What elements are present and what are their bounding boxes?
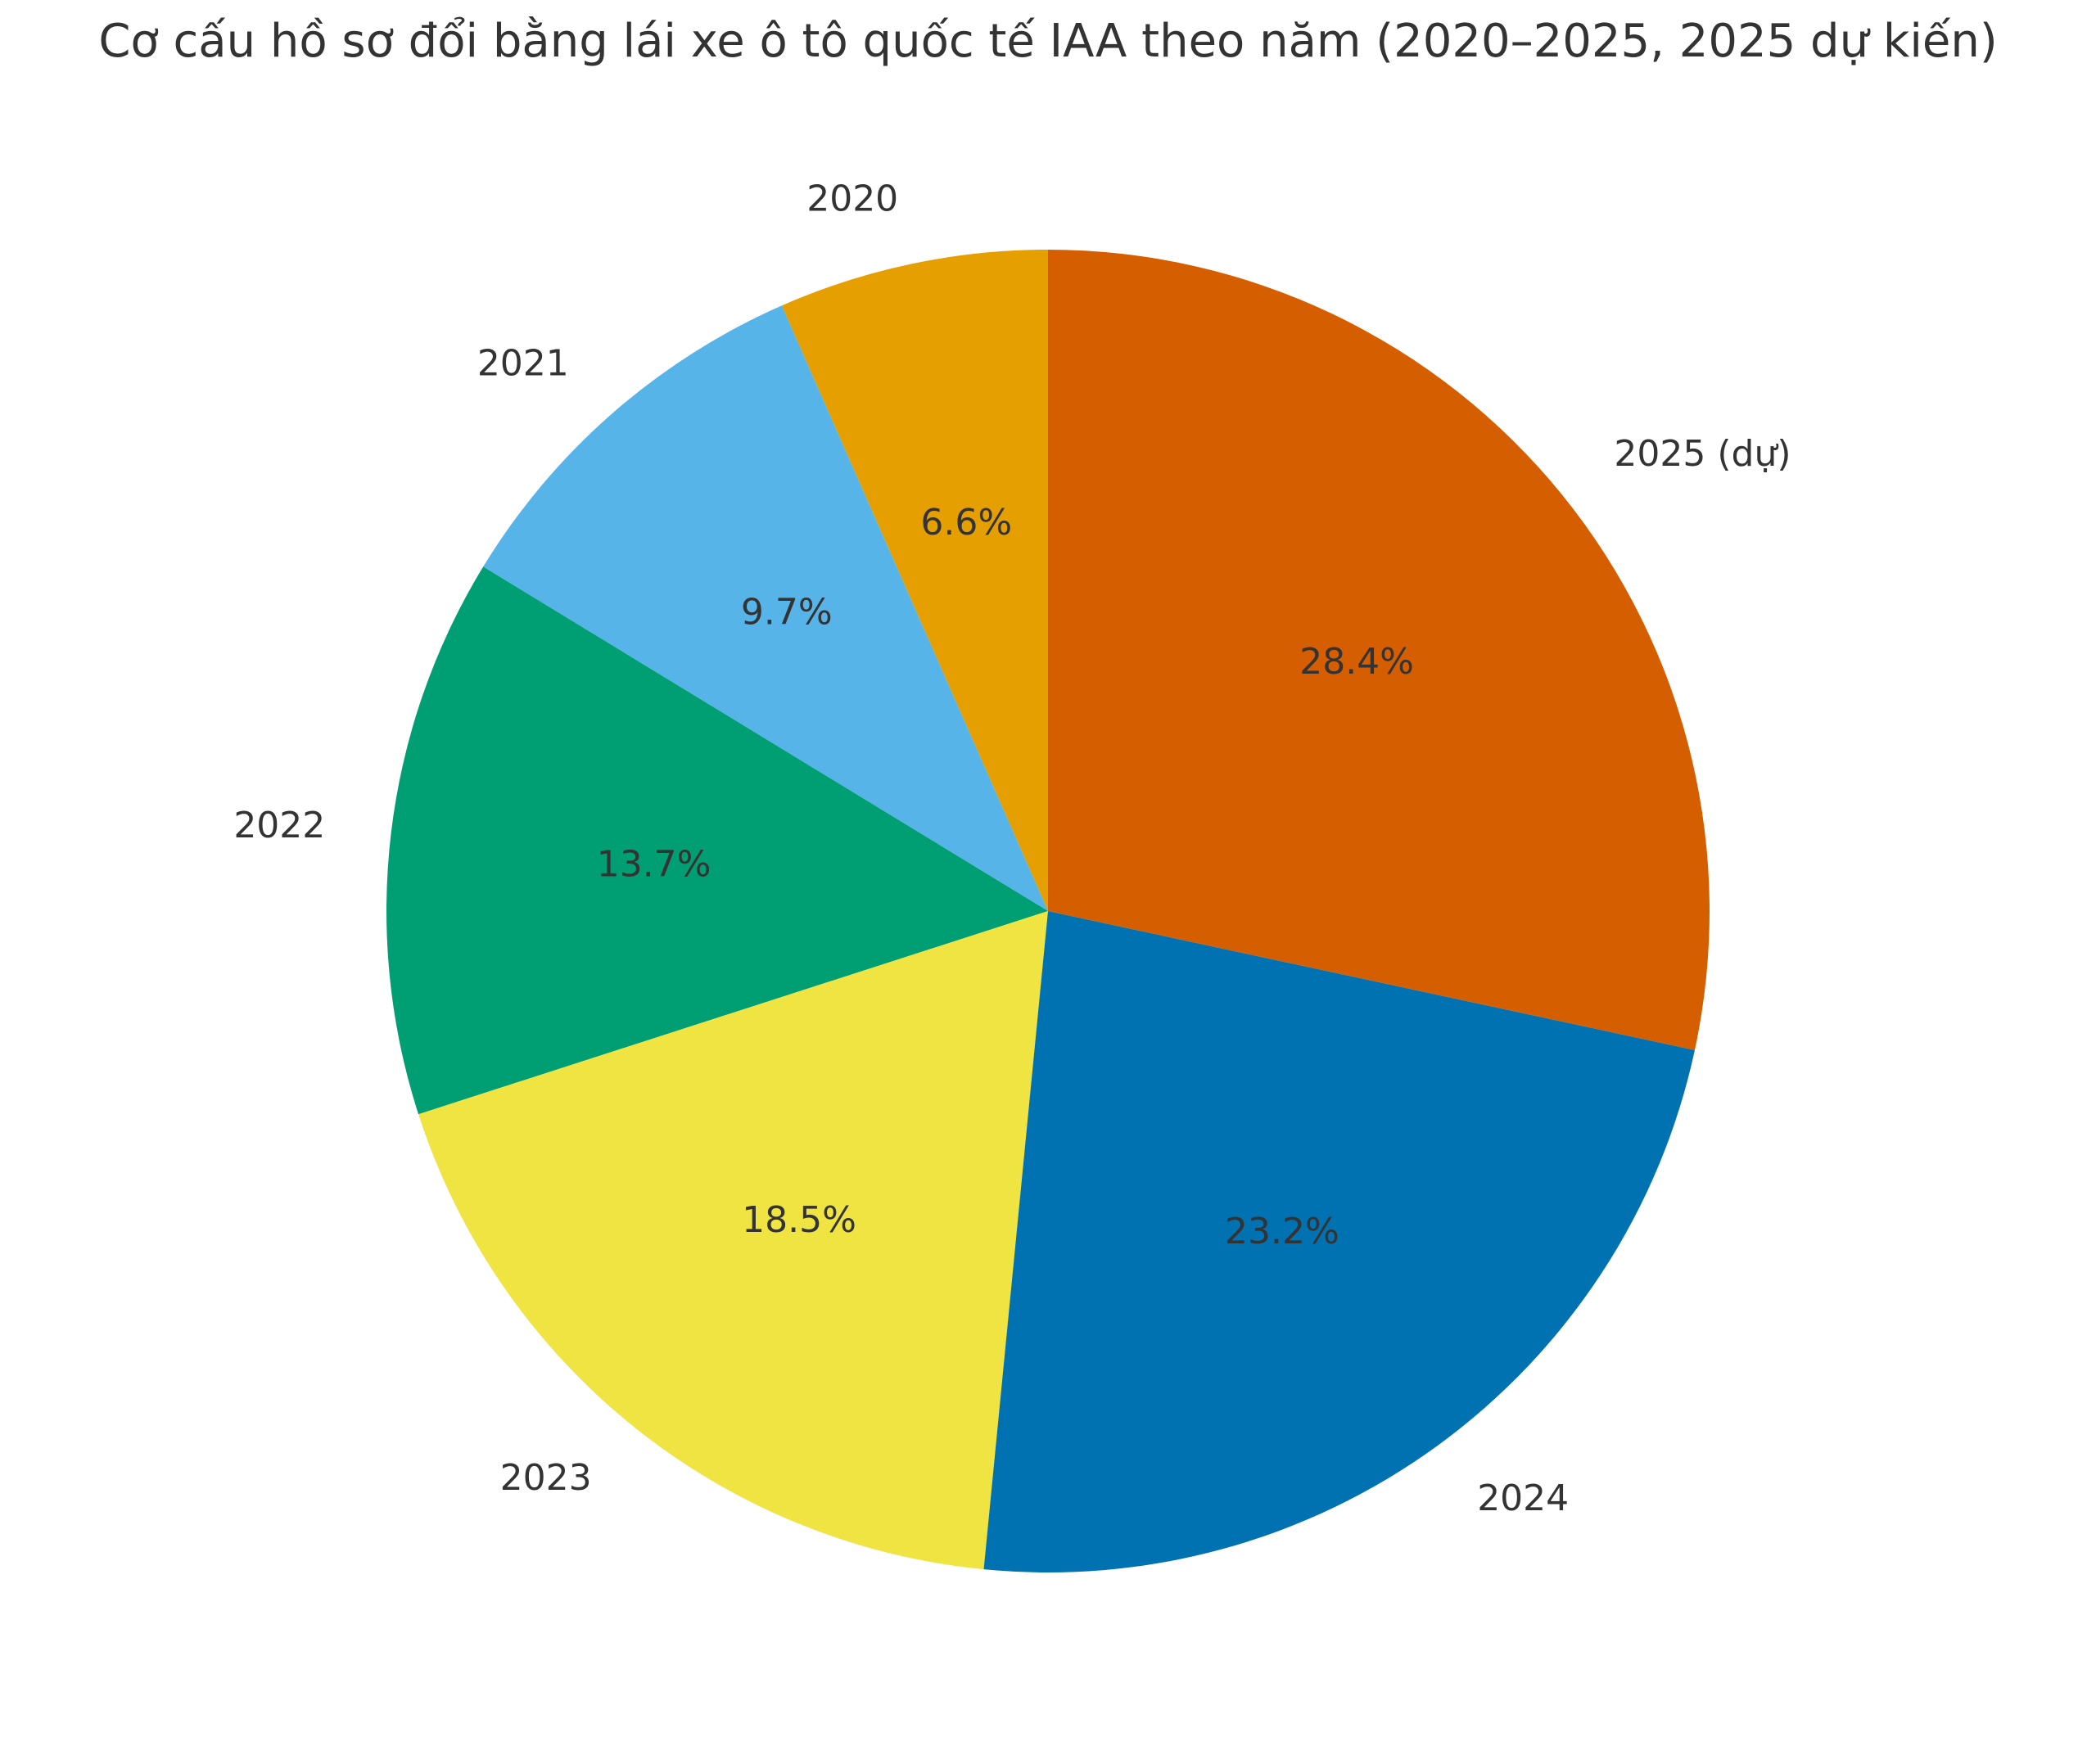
pct-label-3: 18.5% [742, 1199, 856, 1241]
pie-slice-2021 [483, 305, 1048, 912]
slice-label-3: 2023 [500, 1457, 592, 1499]
slice-label-1: 2021 [477, 343, 569, 385]
pct-label-1: 9.7% [741, 592, 833, 634]
pie-slice-2023 [418, 911, 1049, 1570]
slice-label-2: 2022 [233, 805, 325, 846]
pct-label-5: 28.4% [1299, 641, 1414, 683]
slice-label-4: 2024 [1477, 1478, 1569, 1519]
pct-label-0: 6.6% [920, 502, 1012, 544]
pct-label-2: 13.7% [597, 844, 711, 886]
pie-slice-2022 [386, 566, 1048, 1115]
pct-label-4: 23.2% [1225, 1211, 1339, 1252]
chart-title: Cơ cấu hồ sơ đổi bằng lái xe ô tô quốc t… [98, 15, 1998, 68]
pie-slice-2024 [983, 911, 1695, 1573]
slice-label-5: 2025 (dự) [1614, 433, 1791, 475]
pie-slice-2020 [781, 250, 1048, 911]
slice-label-0: 2020 [806, 178, 898, 220]
pie-slice-2025-d [1048, 250, 1710, 1050]
